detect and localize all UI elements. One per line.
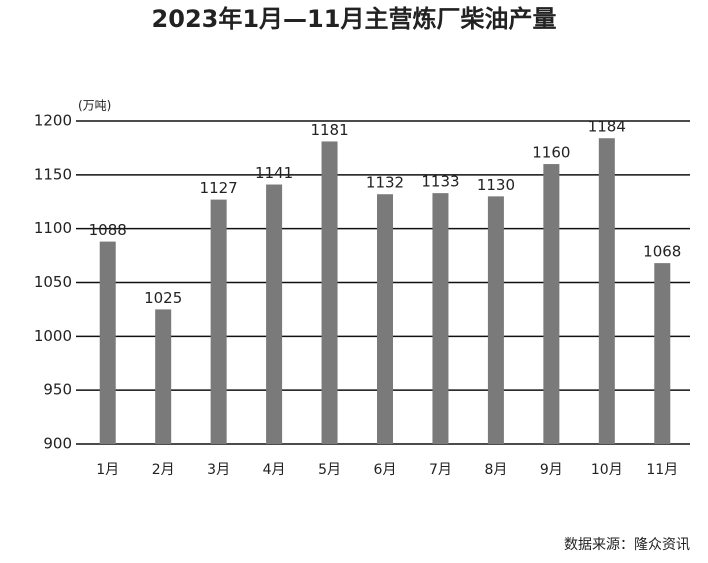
y-tick-label: 1050 bbox=[34, 273, 72, 291]
y-tick-label: 1000 bbox=[34, 327, 72, 345]
value-label: 1132 bbox=[366, 174, 404, 192]
x-tick-label: 1月 bbox=[96, 462, 119, 478]
bar bbox=[654, 263, 671, 444]
x-tick-label: 4月 bbox=[263, 462, 286, 478]
x-tick-label: 3月 bbox=[207, 462, 230, 478]
bar bbox=[321, 141, 338, 444]
x-tick-label: 11月 bbox=[646, 462, 678, 478]
bar bbox=[377, 194, 393, 444]
bar bbox=[487, 196, 504, 444]
y-tick-label: 1200 bbox=[34, 112, 72, 130]
x-tick-label: 9月 bbox=[540, 462, 563, 478]
value-label: 1133 bbox=[421, 173, 459, 191]
source-note: 数据来源：隆众资讯 bbox=[564, 537, 690, 553]
value-label: 1068 bbox=[643, 243, 681, 261]
y-tick-label: 950 bbox=[43, 381, 72, 399]
value-label: 1181 bbox=[310, 121, 348, 139]
bar bbox=[266, 184, 283, 445]
y-tick-label: 1100 bbox=[34, 219, 72, 237]
value-label: 1141 bbox=[255, 164, 293, 182]
bar bbox=[432, 193, 449, 444]
bar bbox=[543, 164, 560, 445]
value-label: 1025 bbox=[144, 289, 182, 307]
x-tick-label: 10月 bbox=[591, 462, 623, 478]
x-tick-label: 8月 bbox=[484, 462, 507, 478]
chart-title: 2023年1月—11月主营炼厂柴油产量 bbox=[152, 5, 557, 33]
value-label: 1184 bbox=[588, 118, 626, 136]
value-label: 1130 bbox=[477, 176, 515, 194]
y-tick-label: 900 bbox=[43, 435, 72, 453]
x-tick-label: 5月 bbox=[318, 462, 341, 478]
value-label: 1127 bbox=[200, 179, 238, 197]
x-tick-label: 6月 bbox=[374, 462, 397, 478]
y-tick-label: 1150 bbox=[34, 165, 72, 183]
bar bbox=[598, 138, 615, 444]
value-label: 1160 bbox=[532, 144, 570, 162]
bar bbox=[210, 199, 227, 444]
bar bbox=[99, 241, 116, 444]
bar bbox=[155, 309, 172, 444]
value-label: 1088 bbox=[89, 221, 127, 239]
unit-label: (万吨) bbox=[78, 99, 111, 113]
x-tick-label: 7月 bbox=[429, 462, 452, 478]
x-tick-label: 2月 bbox=[152, 462, 175, 478]
